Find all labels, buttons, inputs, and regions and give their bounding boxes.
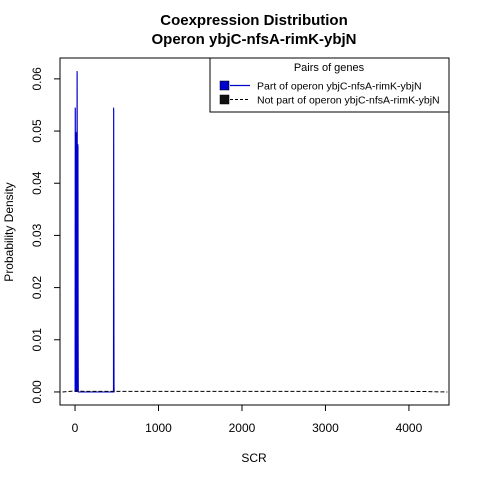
y-axis-label: Probability Density [2,182,16,281]
y-tick-label: 0.02 [30,276,44,300]
y-tick-label: 0.04 [30,171,44,195]
x-axis-label: SCR [241,451,267,465]
legend-label-not-part: Not part of operon ybjC-nfsA-rimK-ybjN [257,95,440,107]
legend-swatch-not-part [219,94,230,105]
y-tick-label: 0.05 [30,119,44,143]
x-tick-label: 0 [72,421,79,435]
y-tick-label: 0.00 [30,380,44,404]
x-tick-label: 2000 [229,421,256,435]
y-tick-label: 0.03 [30,223,44,247]
plot-layer [62,71,448,393]
x-tick-label: 4000 [396,421,423,435]
x-tick-label: 3000 [312,421,339,435]
legend-label-part: Part of operon ybjC-nfsA-rimK-ybjN [257,81,422,93]
chart-title-line-2: Operon ybjC-nfsA-rimK-ybjN [151,31,356,48]
legend: Pairs of genes Part of operon ybjC-nfsA-… [209,57,450,113]
legend-title: Pairs of genes [294,62,365,74]
chart-title-line-1: Coexpression Distribution [160,12,348,29]
y-tick-label: 0.06 [30,67,44,91]
y-tick-label: 0.01 [30,328,44,352]
series-line-part-of-operon [74,71,115,393]
axes-layer: 0 1000 2000 3000 4000 0.00 0.01 0.02 0.03 0.04 0.0… [30,67,423,435]
x-tick-label: 1000 [145,421,172,435]
legend-swatch-part [219,80,230,91]
series-line-not-part-of-operon [62,390,448,393]
